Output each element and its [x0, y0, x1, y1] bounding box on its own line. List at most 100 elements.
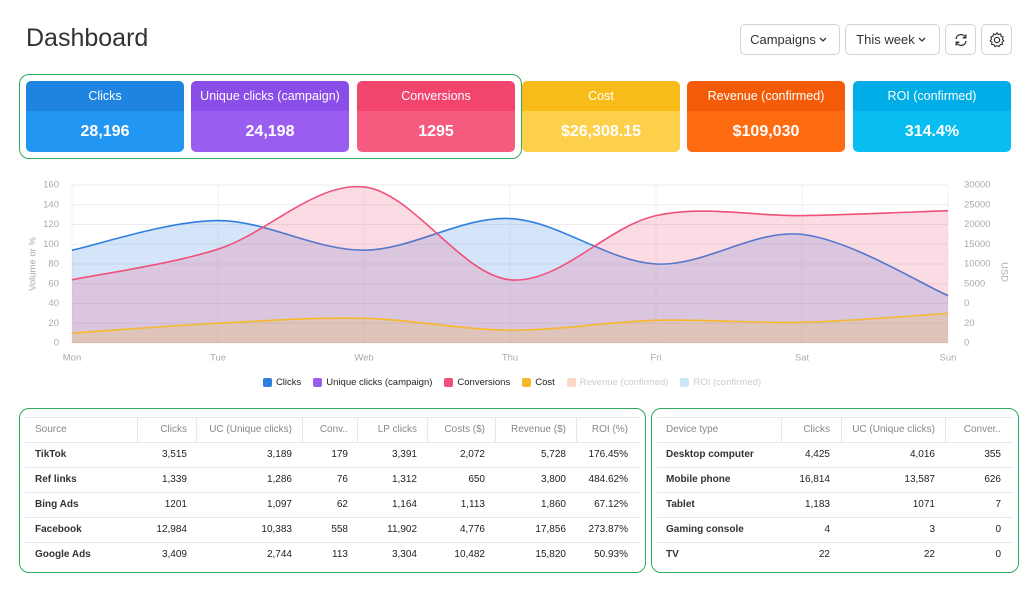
series-area	[72, 218, 948, 343]
chart: 0 0 20 20 40 0 60 5000 80 10000 100 15000 120 20000 14…	[28, 180, 1010, 364]
table-cell: 1,312	[391, 474, 417, 485]
y2-tick-label: 20	[964, 318, 975, 329]
table-cell: 273.87%	[588, 524, 628, 535]
table-cell: 1,164	[391, 499, 417, 510]
table-cell: 10,383	[261, 524, 292, 535]
column-divider	[302, 417, 303, 442]
y-tick-label: 0	[54, 338, 59, 349]
dropdown-label: This week	[856, 32, 915, 47]
row-label: Facebook	[35, 524, 82, 535]
y2-tick-label: 25000	[964, 199, 990, 210]
page-title: Dashboard	[26, 24, 149, 52]
column-header: Source	[35, 424, 67, 435]
table-cell: 4,425	[804, 449, 830, 460]
period-dropdown[interactable]: This week	[845, 24, 940, 55]
kpi-card: Clicks 28,196	[26, 81, 184, 152]
table-cell: 179	[331, 449, 348, 460]
kpi-label: Cost	[522, 81, 680, 111]
column-header: Clicks	[160, 424, 187, 435]
legend-item: Unique clicks (campaign)	[313, 377, 432, 388]
table-cell: 1,286	[266, 474, 292, 485]
series-area	[72, 186, 948, 343]
series-area	[72, 313, 948, 343]
row-label: Ref links	[35, 474, 77, 485]
column-header: Device type	[666, 424, 719, 435]
column-divider	[781, 417, 782, 442]
legend-swatch	[262, 378, 272, 387]
kpi-card: Cost $26,308.15	[522, 81, 680, 152]
table-cell: 355	[984, 449, 1001, 460]
table-cell: 3,800	[540, 474, 566, 485]
kpi-card: Unique clicks (campaign) 24,198	[191, 81, 349, 152]
refresh-button[interactable]	[945, 24, 976, 55]
y-axis-title: Volume or %	[28, 237, 39, 291]
table-cell: 17,856	[535, 524, 566, 535]
y2-tick-label: 0	[964, 298, 969, 309]
column-header: ROI (%)	[591, 424, 628, 435]
y2-axis-title: USD	[998, 262, 1009, 282]
highlight-box	[19, 408, 646, 573]
column-divider	[841, 417, 842, 442]
table-cell: 50.93%	[594, 549, 628, 560]
table-cell: 3,304	[391, 549, 417, 560]
table-cell: 113	[332, 549, 348, 560]
table-cell: 1201	[164, 499, 187, 510]
y-tick-label: 140	[43, 199, 59, 210]
kpi-label: Unique clicks (campaign)	[191, 81, 349, 111]
column-divider	[427, 417, 428, 442]
settings-button[interactable]	[981, 24, 1012, 55]
x-tick-label: Thu	[502, 353, 518, 364]
column-divider	[137, 417, 138, 442]
kpi-label: Clicks	[26, 81, 184, 111]
x-tick-label: Web	[354, 353, 373, 364]
column-header: Clicks	[803, 424, 830, 435]
y2-tick-label: 20000	[964, 219, 990, 230]
column-header: Conver..	[963, 424, 1001, 435]
kpi-label: Revenue (confirmed)	[687, 81, 845, 111]
column-header: Revenue ($)	[510, 424, 566, 435]
y2-tick-label: 5000	[964, 278, 985, 289]
legend-label: Clicks	[275, 377, 302, 388]
table-divider	[25, 417, 640, 418]
chevron	[819, 37, 827, 42]
table-divider	[657, 417, 1013, 418]
table-cell: 3,409	[161, 549, 187, 560]
y2-tick-label: 30000	[964, 180, 990, 191]
row-divider	[25, 467, 640, 468]
y2-tick-label: 15000	[964, 239, 990, 250]
table-cell: 67.12%	[594, 499, 628, 510]
y-tick-label: 100	[43, 239, 59, 250]
table-cell: 4,016	[909, 449, 935, 460]
series-line	[71, 312, 949, 334]
legend-item: Conversions	[444, 377, 510, 388]
kpi-label: ROI (confirmed)	[853, 81, 1011, 111]
table-cell: 4,776	[459, 524, 485, 535]
row-label: Tablet	[666, 499, 695, 510]
settings-icon	[988, 31, 1005, 47]
column-divider	[196, 417, 197, 442]
kpi-value: 1295	[357, 111, 515, 152]
row-label: Desktop computer	[666, 449, 754, 460]
row-label: Bing Ads	[35, 499, 79, 510]
column-header: Conv..	[319, 424, 348, 435]
y-tick-label: 60	[48, 278, 59, 289]
table-cell: 7	[995, 499, 1001, 510]
column-divider	[357, 417, 358, 442]
row-divider	[657, 492, 1013, 493]
dropdown-label: Campaigns	[750, 32, 816, 47]
table-cell: 11,902	[387, 524, 417, 535]
column-header: LP clicks	[377, 424, 417, 435]
legend-label: Unique clicks (campaign)	[326, 377, 433, 388]
legend-swatch	[680, 378, 690, 387]
campaigns-dropdown[interactable]: Campaigns	[740, 24, 840, 55]
series-line	[71, 217, 949, 297]
table-cell: 76	[336, 474, 348, 485]
column-header: UC (Unique clicks)	[209, 424, 292, 435]
row-label: Mobile phone	[666, 474, 731, 485]
legend-item: ROI (confirmed)	[680, 377, 761, 388]
legend-swatch	[522, 378, 532, 387]
table-cell: 10,482	[454, 549, 485, 560]
table-cell: 0	[995, 549, 1001, 560]
column-divider	[495, 417, 496, 442]
